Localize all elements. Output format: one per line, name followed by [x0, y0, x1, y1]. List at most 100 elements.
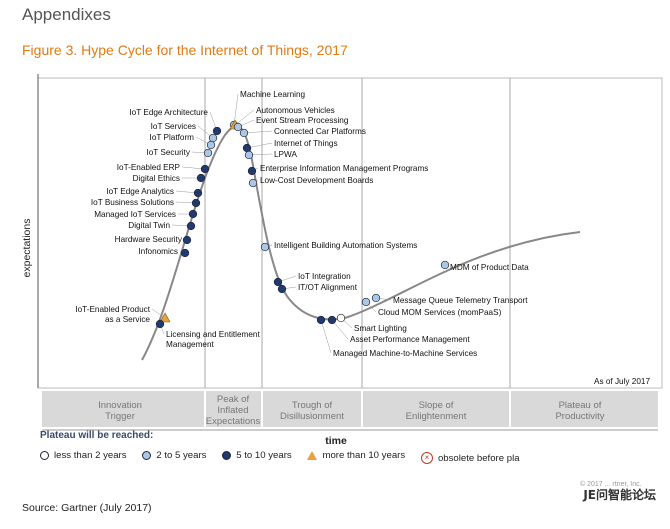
leader-line [320, 319, 332, 354]
marker-5-10 [193, 188, 203, 198]
tech-label: Low-Cost Development Boards [260, 176, 373, 185]
tech-label: Management [166, 340, 215, 349]
marker-5-10 [180, 248, 190, 258]
legend-label: 5 to 10 years [236, 450, 292, 461]
marker-5-10 [273, 277, 283, 287]
section-heading: Appendixes [22, 5, 111, 24]
marker-2-5 [260, 242, 270, 252]
marker-2-5 [203, 148, 213, 158]
legend-item-obsolete: × obsolete before pla [420, 452, 520, 464]
tech-label: Managed Machine-to-Machine Services [333, 349, 477, 358]
marker-5-10 [247, 166, 257, 176]
tech-label: Event Stream Processing [256, 116, 349, 125]
tech-label: IoT Platform [150, 133, 195, 142]
legend-title: Plateau will be reached: [40, 430, 154, 441]
source-note: Source: Gartner (July 2017) [22, 502, 152, 514]
marker-5-10 [186, 221, 196, 231]
marker-5-10 [327, 315, 337, 325]
legend-label: more than 10 years [322, 450, 406, 461]
tech-label: Message Queue Telemetry Transport [393, 296, 528, 305]
tech-label: Machine Learning [240, 90, 306, 99]
orange-triangle-icon [307, 451, 318, 460]
legend: Plateau will be reached: less than 2 yea… [40, 430, 533, 464]
tech-label: IoT-Enabled Product [75, 305, 150, 314]
tech-label: Enterprise Information Management Progra… [260, 164, 428, 173]
red-x-circle-icon: × [420, 452, 433, 464]
marker-5-10 [212, 126, 222, 136]
tech-label: Digital Ethics [133, 174, 180, 183]
phase-label: Slope of [419, 400, 454, 411]
marker-5-10 [277, 284, 287, 294]
tech-label: IoT Edge Analytics [106, 187, 174, 196]
phase-label: Disillusionment [280, 411, 344, 422]
marker-2-5 [248, 178, 258, 188]
tech-label: IoT Business Solutions [91, 198, 174, 207]
tech-label: LPWA [274, 150, 297, 159]
marker-2-5 [206, 140, 216, 150]
light-blue-circle-icon [142, 451, 152, 460]
marker-2-5 [208, 133, 218, 143]
marker-5-10 [316, 315, 326, 325]
tech-label: Autonomous Vehicles [256, 106, 335, 115]
tech-label: IoT-Enabled ERP [117, 163, 181, 172]
phase-band [42, 391, 658, 427]
marker-2-5 [371, 293, 381, 303]
legend-item-2to5: 2 to 5 years [142, 450, 206, 461]
tech-label: MDM of Product Data [450, 263, 529, 272]
marker-5-10 [191, 198, 201, 208]
phase-label: Trough of [292, 400, 333, 411]
marker-5-10 [182, 235, 192, 245]
legend-item-lt2: less than 2 years [40, 450, 127, 461]
tech-label: Intelligent Building Automation Systems [274, 241, 417, 250]
tech-label: Hardware Security [115, 235, 183, 244]
figure-title: Figure 3. Hype Cycle for the Internet of… [22, 42, 348, 58]
phase-label: Trigger [105, 411, 135, 422]
tech-label: Internet of Things [274, 139, 338, 148]
white-circle-icon [40, 451, 49, 460]
tech-label: IoT Security [146, 148, 190, 157]
marker-5-10 [188, 209, 198, 219]
phase-label: Innovation [98, 400, 142, 411]
tech-label: IoT Integration [298, 272, 351, 281]
marker-2-5 [239, 128, 249, 138]
leader-line [233, 93, 239, 126]
marker-triangle [159, 312, 171, 323]
copyright: © 2017 ... rtner, Inc. [580, 481, 642, 488]
tech-label: Connected Car Platforms [274, 127, 366, 136]
tech-label: Infonomics [138, 247, 178, 256]
marker-2-5 [233, 122, 243, 132]
leader-line [246, 142, 273, 149]
dark-blue-circle-icon [222, 451, 232, 460]
tech-label: Managed IoT Services [94, 210, 176, 219]
tech-label: Licensing and Entitlement [166, 330, 260, 339]
phase-label: Plateau of [559, 400, 602, 411]
legend-item-gt10: more than 10 years [307, 450, 405, 461]
tech-label: IoT Services [151, 122, 196, 131]
tech-label: IoT Edge Architecture [129, 108, 208, 117]
leader-line [234, 109, 255, 126]
tech-label: Cloud MOM Services (momPaaS) [378, 308, 502, 317]
legend-label: less than 2 years [54, 450, 127, 461]
legend-label: obsolete before pla [437, 452, 520, 464]
phase-label: Enlightenment [406, 411, 467, 422]
tech-label: IT/OT Alignment [298, 283, 358, 292]
tech-label: as a Service [105, 315, 150, 324]
legend-item-5to10: 5 to 10 years [222, 450, 292, 461]
as-of-label: As of July 2017 [594, 377, 650, 386]
marker-5-10 [155, 319, 165, 329]
tech-label: Asset Performance Management [350, 335, 470, 344]
phase-label: Peak of [217, 394, 250, 405]
marker-5-10 [196, 173, 206, 183]
y-axis-label: expectations [21, 219, 33, 278]
tech-label: Digital Twin [128, 221, 170, 230]
marker-lt2 [336, 313, 346, 323]
x-axis-label: time [325, 435, 347, 447]
leader-line [243, 130, 273, 134]
watermark-text: JE问智能论坛 [583, 488, 656, 502]
marker-2-5 [244, 150, 254, 160]
phase-label: Productivity [555, 411, 604, 422]
tech-label: Smart Lighting [354, 324, 407, 333]
phase-label: Inflated [217, 405, 248, 416]
marker-2-5 [440, 260, 450, 270]
